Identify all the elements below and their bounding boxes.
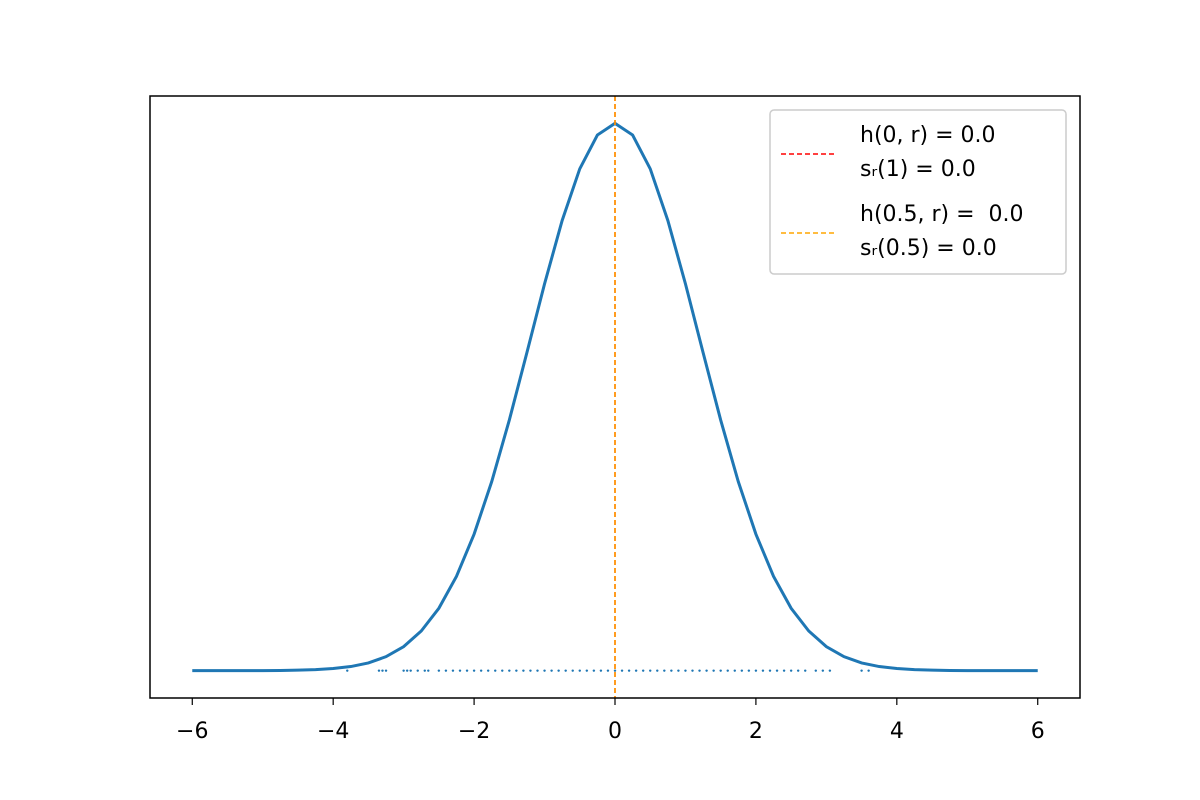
sample-point <box>698 669 701 672</box>
sample-point <box>578 669 581 672</box>
sample-point <box>571 669 574 672</box>
sample-point <box>416 669 419 672</box>
sample-point <box>754 669 758 672</box>
sample-point <box>458 669 462 672</box>
sample-point <box>564 669 567 672</box>
sample-point <box>860 669 863 672</box>
sample-point <box>719 669 722 672</box>
sample-point <box>867 669 870 672</box>
sample-point <box>437 669 441 672</box>
sample-point <box>405 669 409 672</box>
x-tick-label: −4 <box>317 719 349 744</box>
sample-point <box>550 669 553 672</box>
legend-label: sᵣ(1) = 0.0 <box>860 157 976 182</box>
sample-point <box>677 669 680 672</box>
sample-point <box>627 669 631 672</box>
sample-point <box>472 669 476 672</box>
sample-point <box>494 669 497 672</box>
sample-point <box>501 669 504 672</box>
sample-point <box>712 669 715 672</box>
sample-point <box>384 669 388 672</box>
sample-point <box>705 669 708 672</box>
sample-point <box>821 669 825 672</box>
sample-point <box>733 669 736 672</box>
sample-point <box>423 669 426 672</box>
sample-point <box>557 669 560 672</box>
sample-point <box>775 669 779 672</box>
sample-point <box>789 669 793 672</box>
sample-point <box>768 669 772 672</box>
legend-box <box>769 109 1067 275</box>
x-tick-label: 2 <box>749 719 763 744</box>
sample-point <box>346 669 349 672</box>
sample-point <box>427 669 430 672</box>
sample-point <box>543 669 546 672</box>
x-tick-label: 6 <box>1031 719 1045 744</box>
legend-label: h(0.5, r) = 0.0 <box>860 202 1024 227</box>
legend-label: h(0, r) = 0.0 <box>860 123 996 148</box>
sample-point <box>726 669 729 672</box>
sample-point <box>641 669 645 672</box>
sample-point <box>529 669 532 672</box>
sample-point <box>409 669 412 672</box>
sample-point <box>740 669 744 672</box>
sample-point <box>522 669 525 672</box>
sample-point <box>828 669 832 672</box>
sample-point <box>381 669 384 672</box>
sample-point <box>613 669 617 672</box>
sample-point <box>804 669 807 672</box>
sample-point <box>634 669 638 672</box>
sample-point <box>599 669 603 672</box>
x-tick-label: −2 <box>458 719 490 744</box>
sample-point <box>536 669 539 672</box>
sample-point <box>606 669 610 672</box>
x-tick-label: −6 <box>176 719 208 744</box>
sample-point <box>444 669 448 672</box>
x-tick-label: 4 <box>890 719 904 744</box>
plot-frame <box>149 95 1081 699</box>
sample-point <box>486 669 490 672</box>
legend-label: sᵣ(0.5) = 0.0 <box>860 236 997 261</box>
sample-point <box>515 669 518 672</box>
sample-point <box>402 669 405 672</box>
sample-point <box>670 669 673 672</box>
sample-point <box>796 669 800 672</box>
sample-point <box>377 669 381 672</box>
sample-point <box>620 669 624 672</box>
sample-point <box>684 669 687 672</box>
sample-point <box>782 669 786 672</box>
sample-point <box>465 669 469 672</box>
x-tick-label: 0 <box>608 719 622 744</box>
sample-point <box>691 669 694 672</box>
sample-point <box>663 669 666 672</box>
sample-point <box>747 669 751 672</box>
sample-point <box>451 669 455 672</box>
sample-point <box>649 669 652 672</box>
sample-point <box>761 669 765 672</box>
sample-point <box>479 669 483 672</box>
sample-point <box>592 669 596 672</box>
sample-point <box>585 669 589 672</box>
sample-point <box>508 669 511 672</box>
sample-point <box>814 669 817 672</box>
sample-point <box>656 669 659 672</box>
